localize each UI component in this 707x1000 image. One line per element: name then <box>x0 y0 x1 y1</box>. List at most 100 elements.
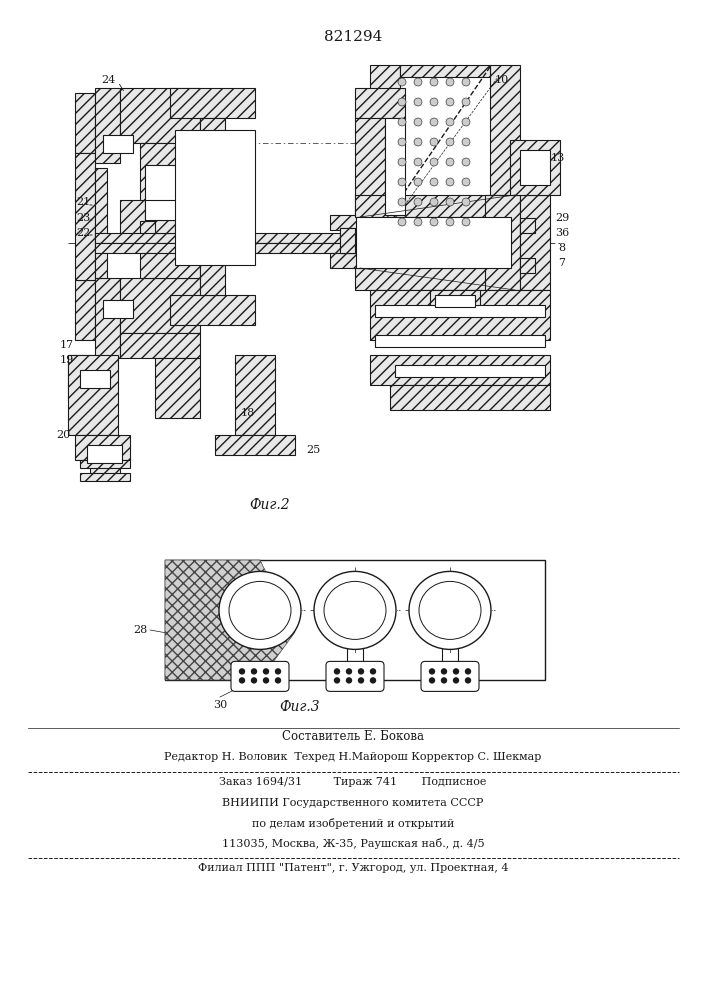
FancyBboxPatch shape <box>421 661 479 691</box>
Circle shape <box>446 158 454 166</box>
Bar <box>68 355 118 435</box>
FancyBboxPatch shape <box>231 661 289 691</box>
Bar <box>95 88 120 163</box>
Circle shape <box>414 158 422 166</box>
Text: 18: 18 <box>241 408 255 418</box>
Bar <box>75 435 130 460</box>
Circle shape <box>398 118 406 126</box>
Circle shape <box>453 669 459 674</box>
Ellipse shape <box>314 571 396 649</box>
Text: Составитель Е. Бокова: Составитель Е. Бокова <box>282 730 424 743</box>
Circle shape <box>276 678 281 683</box>
Bar <box>68 385 96 400</box>
Bar <box>140 221 200 278</box>
Circle shape <box>252 669 257 674</box>
Bar <box>80 370 110 388</box>
Circle shape <box>430 78 438 86</box>
Circle shape <box>276 669 281 674</box>
Circle shape <box>240 669 245 674</box>
Circle shape <box>430 218 438 226</box>
Bar <box>520 218 535 233</box>
Bar <box>430 290 480 310</box>
Circle shape <box>414 118 422 126</box>
Bar <box>370 355 550 385</box>
Circle shape <box>240 678 245 683</box>
FancyBboxPatch shape <box>326 661 384 691</box>
Text: 821294: 821294 <box>324 30 382 44</box>
Circle shape <box>462 78 470 86</box>
Ellipse shape <box>409 571 491 649</box>
Circle shape <box>446 118 454 126</box>
Circle shape <box>462 198 470 206</box>
Bar <box>370 65 400 235</box>
Text: Заказ 1694/31         Тираж 741       Подписное: Заказ 1694/31 Тираж 741 Подписное <box>219 777 486 787</box>
Text: по делам изобретений и открытий: по делам изобретений и открытий <box>252 818 454 829</box>
Text: Редактор Н. Воловик  Техред Н.Майорош Корректор С. Шекмар: Редактор Н. Воловик Техред Н.Майорош Кор… <box>164 752 542 762</box>
Bar <box>355 88 405 118</box>
Circle shape <box>414 198 422 206</box>
Circle shape <box>430 178 438 186</box>
Circle shape <box>465 669 470 674</box>
Circle shape <box>462 98 470 106</box>
Polygon shape <box>165 560 295 680</box>
Circle shape <box>414 218 422 226</box>
Bar <box>395 365 545 377</box>
Bar <box>390 385 550 410</box>
Bar <box>235 355 275 435</box>
Text: Фиг.3: Фиг.3 <box>280 700 320 714</box>
Circle shape <box>264 678 269 683</box>
Bar <box>340 228 355 253</box>
Circle shape <box>462 138 470 146</box>
Circle shape <box>453 678 459 683</box>
Circle shape <box>414 78 422 86</box>
Circle shape <box>334 678 339 683</box>
Bar <box>165 560 545 680</box>
Bar <box>75 153 95 280</box>
Bar <box>90 460 120 480</box>
Bar <box>145 200 190 220</box>
Circle shape <box>370 678 375 683</box>
Bar <box>485 195 520 290</box>
Circle shape <box>430 158 438 166</box>
Bar <box>385 118 405 215</box>
Bar <box>355 215 405 270</box>
Text: 8: 8 <box>559 243 566 253</box>
Bar <box>87 445 122 463</box>
Text: 21: 21 <box>76 197 90 207</box>
Bar <box>120 278 200 333</box>
Circle shape <box>370 669 375 674</box>
Circle shape <box>398 198 406 206</box>
Text: 20: 20 <box>56 430 70 440</box>
Bar <box>155 358 200 418</box>
Circle shape <box>462 218 470 226</box>
Text: Фиг.2: Фиг.2 <box>250 498 291 512</box>
Circle shape <box>430 138 438 146</box>
Circle shape <box>462 158 470 166</box>
Text: 29: 29 <box>555 213 569 223</box>
Bar <box>95 243 385 253</box>
Bar <box>490 65 520 220</box>
Bar <box>95 168 107 278</box>
Bar <box>375 335 545 347</box>
Text: 28: 28 <box>134 625 148 635</box>
Bar <box>435 295 475 307</box>
Bar <box>200 118 225 295</box>
Circle shape <box>446 78 454 86</box>
Ellipse shape <box>219 571 301 649</box>
Bar <box>370 290 550 340</box>
Bar <box>170 295 255 325</box>
Circle shape <box>334 669 339 674</box>
Circle shape <box>446 218 454 226</box>
Bar <box>155 198 175 223</box>
Circle shape <box>398 98 406 106</box>
Circle shape <box>429 669 435 674</box>
Circle shape <box>358 669 363 674</box>
Bar <box>355 118 385 215</box>
Circle shape <box>446 198 454 206</box>
Circle shape <box>441 669 447 674</box>
Ellipse shape <box>324 581 386 639</box>
Text: 24: 24 <box>101 75 115 85</box>
Circle shape <box>446 138 454 146</box>
Text: 113035, Москва, Ж-35, Раушская наб., д. 4/5: 113035, Москва, Ж-35, Раушская наб., д. … <box>222 838 484 849</box>
Text: Филиал ППП "Патент", г. Ужгород, ул. Проектная, 4: Филиал ППП "Патент", г. Ужгород, ул. Про… <box>198 863 508 873</box>
